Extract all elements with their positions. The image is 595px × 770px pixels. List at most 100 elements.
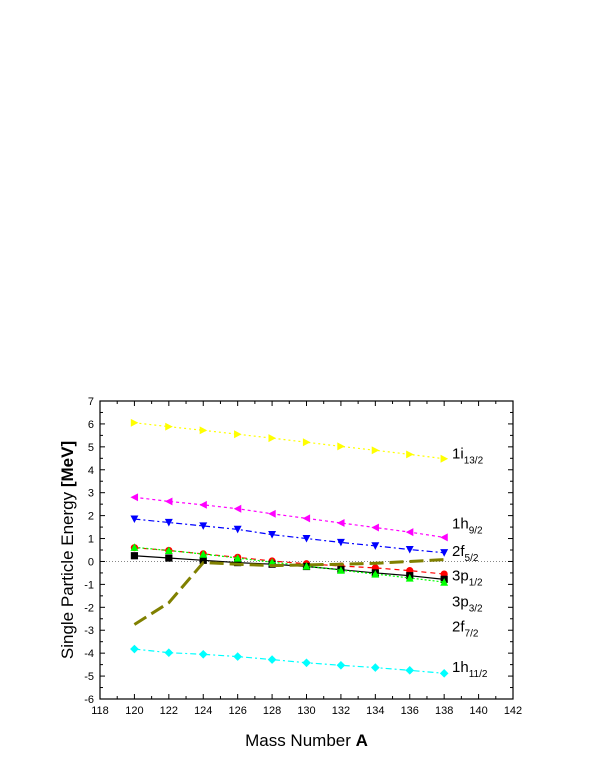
x-tick-label: 142 <box>504 705 522 717</box>
data-point <box>165 422 173 431</box>
data-point <box>130 493 139 502</box>
data-point <box>440 549 449 557</box>
data-point <box>302 534 311 543</box>
level-label-main: 1h <box>452 659 469 676</box>
level-label-main: 2f <box>452 619 465 636</box>
x-tick-label: 118 <box>91 705 109 717</box>
data-point <box>199 556 207 564</box>
level-label: 2f7/2 <box>452 619 479 640</box>
data-point <box>336 518 345 527</box>
x-tick-label: 136 <box>401 705 419 717</box>
data-point <box>405 545 414 554</box>
level-label: 3p3/2 <box>452 593 483 614</box>
level-label-sub: 5/2 <box>465 553 479 564</box>
series-6 <box>130 644 449 678</box>
y-tick-label: -4 <box>84 648 94 660</box>
series-line <box>134 422 445 460</box>
y-tick-label: 1 <box>88 534 94 546</box>
level-label-main: 2f <box>452 543 465 560</box>
data-point <box>130 552 139 560</box>
y-tick-label: 5 <box>88 442 94 454</box>
x-axis-title-main: Mass Number <box>245 731 356 750</box>
data-point <box>268 434 277 443</box>
level-label-sub: 3/2 <box>469 603 483 614</box>
data-point <box>198 649 208 659</box>
data-point <box>405 666 415 675</box>
data-point <box>130 543 139 551</box>
series-line <box>134 555 445 580</box>
series-7 <box>133 558 445 626</box>
data-point <box>130 418 139 427</box>
x-tick-label: 140 <box>469 705 487 717</box>
y-tick-label: 6 <box>88 419 94 431</box>
data-point <box>234 559 242 567</box>
data-point <box>130 644 139 654</box>
y-tick-label: -5 <box>84 671 94 683</box>
series-line <box>134 518 445 554</box>
data-point <box>440 533 448 542</box>
level-label-main: 1i <box>452 446 464 463</box>
data-point <box>199 550 208 558</box>
data-point <box>199 426 208 435</box>
y-tick-label: 0 <box>88 556 94 568</box>
data-point <box>233 652 242 661</box>
data-point <box>405 574 414 582</box>
level-label: 3p1/2 <box>452 568 483 589</box>
y-axis-title: Single Particle Energy [MeV] <box>58 441 77 659</box>
series-2 <box>130 515 449 557</box>
level-label-sub: 9/2 <box>469 526 483 537</box>
data-point <box>371 570 380 578</box>
data-point <box>336 538 345 547</box>
level-label-main: 1h <box>452 516 469 533</box>
y-axis-title-bold: [MeV] <box>58 441 77 487</box>
data-point <box>268 558 277 566</box>
level-label-sub: 7/2 <box>465 629 479 640</box>
level-label-main: 3p <box>452 593 469 610</box>
y-tick-label: -6 <box>84 694 94 706</box>
series-line <box>134 547 445 575</box>
data-point <box>302 514 311 523</box>
data-point <box>302 562 311 570</box>
data-point <box>233 504 242 513</box>
data-point <box>234 430 242 439</box>
series-0 <box>130 418 449 463</box>
series-layer <box>130 418 449 678</box>
data-point <box>336 566 345 574</box>
data-point <box>130 515 139 524</box>
level-label-main: 3p <box>452 568 469 585</box>
x-tick-label: 124 <box>194 705 212 717</box>
y-tick-label: -3 <box>84 625 94 637</box>
data-point <box>406 450 414 459</box>
data-point <box>302 658 311 668</box>
y-tick-label: -2 <box>84 602 94 614</box>
data-point <box>164 648 174 658</box>
data-point <box>164 518 173 527</box>
level-label: 1i13/2 <box>452 446 484 467</box>
x-tick-label: 122 <box>160 705 178 717</box>
data-point <box>440 454 449 463</box>
data-point <box>268 531 277 539</box>
data-point <box>164 546 173 555</box>
x-tick-label: 130 <box>297 705 315 717</box>
y-tick-label: 3 <box>88 488 94 500</box>
level-label: 1h11/2 <box>452 659 488 680</box>
y-tick-label: 4 <box>88 465 94 477</box>
data-point <box>267 655 277 664</box>
data-point <box>439 669 449 678</box>
series-5 <box>130 543 449 586</box>
level-label: 1h9/2 <box>452 516 483 537</box>
data-point <box>233 554 242 562</box>
data-point <box>440 578 449 586</box>
x-axis-title: Mass Number A <box>245 731 368 750</box>
level-label-sub: 13/2 <box>464 456 484 467</box>
x-tick-label: 134 <box>366 705 384 717</box>
x-tick-label: 126 <box>228 705 246 717</box>
data-point <box>371 663 380 672</box>
data-point <box>165 554 173 562</box>
data-point <box>336 660 346 670</box>
level-label-sub: 11/2 <box>469 669 488 680</box>
data-point <box>371 542 380 550</box>
data-point <box>268 509 276 518</box>
